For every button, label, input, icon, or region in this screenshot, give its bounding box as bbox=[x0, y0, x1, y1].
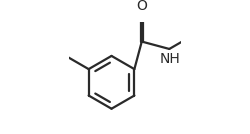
Text: NH: NH bbox=[160, 52, 180, 66]
Text: O: O bbox=[136, 0, 147, 13]
